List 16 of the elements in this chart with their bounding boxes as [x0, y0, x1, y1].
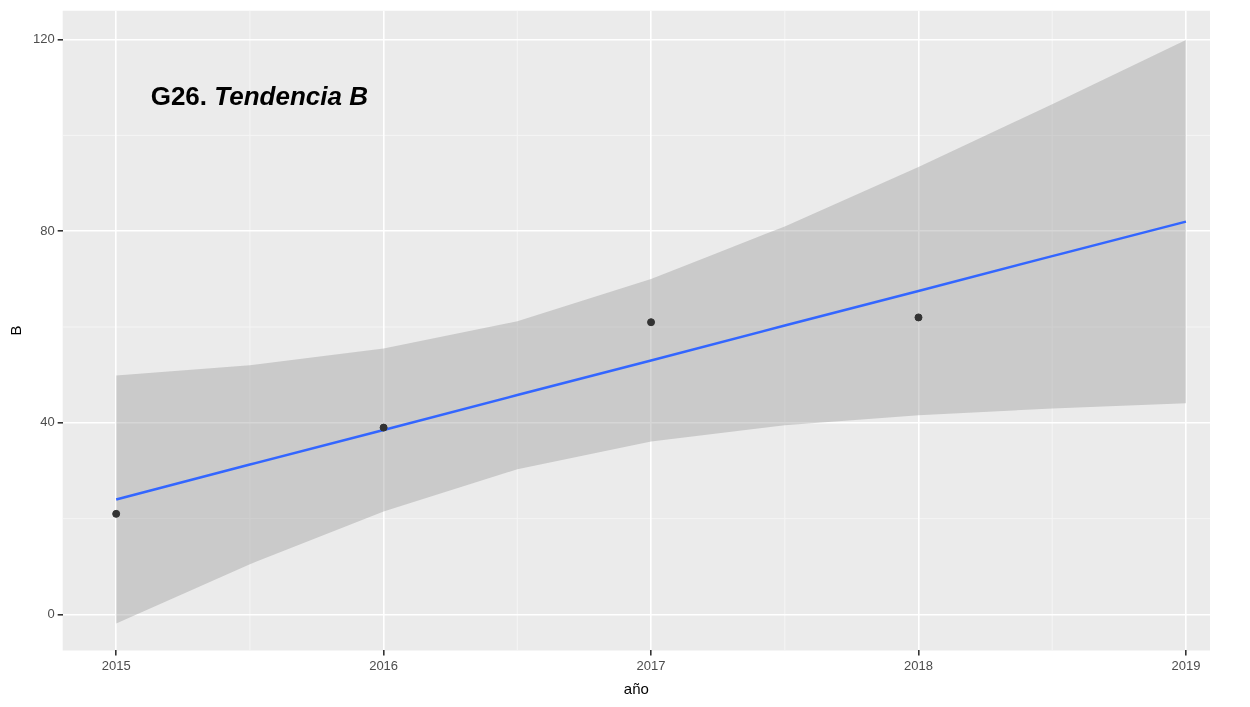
text: G26. Tendencia B [150, 80, 368, 111]
x-axis-title: año [623, 680, 649, 698]
point [647, 318, 656, 327]
y-axis-title: B [7, 325, 25, 336]
x-tick-label: 2015 [101, 657, 131, 673]
x-tick-label: 2019 [1171, 657, 1201, 673]
y-tick-label: 80 [40, 222, 55, 238]
y-tick-label: 120 [32, 31, 55, 47]
point [112, 509, 121, 518]
point [914, 313, 923, 322]
y-tick-label: 40 [40, 414, 55, 430]
x-tick-label: 2018 [904, 657, 933, 673]
x-tick-label: 2016 [369, 657, 399, 673]
y-tick-label: 0 [47, 606, 55, 622]
x-tick-label: 2017 [636, 657, 666, 673]
point [379, 423, 388, 432]
